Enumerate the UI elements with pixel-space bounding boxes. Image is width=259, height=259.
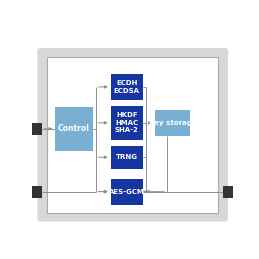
FancyBboxPatch shape bbox=[37, 48, 228, 221]
Bar bbox=[111, 179, 143, 205]
Text: Key storage: Key storage bbox=[149, 120, 196, 126]
Bar bbox=[111, 74, 143, 100]
Text: Control: Control bbox=[58, 124, 90, 133]
Text: ECDH
ECDSA: ECDH ECDSA bbox=[114, 80, 140, 94]
Text: TRNG: TRNG bbox=[116, 154, 138, 160]
Bar bbox=[155, 110, 190, 136]
Bar bbox=[55, 107, 93, 151]
Text: HKDF
HMAC
SHA-2: HKDF HMAC SHA-2 bbox=[115, 112, 139, 133]
Bar bbox=[111, 106, 143, 140]
Text: AES-GCM: AES-GCM bbox=[109, 189, 145, 195]
Bar bbox=[31, 123, 42, 135]
Bar bbox=[223, 186, 234, 198]
Bar bbox=[111, 146, 143, 169]
Bar bbox=[31, 186, 42, 198]
Bar bbox=[47, 57, 218, 213]
